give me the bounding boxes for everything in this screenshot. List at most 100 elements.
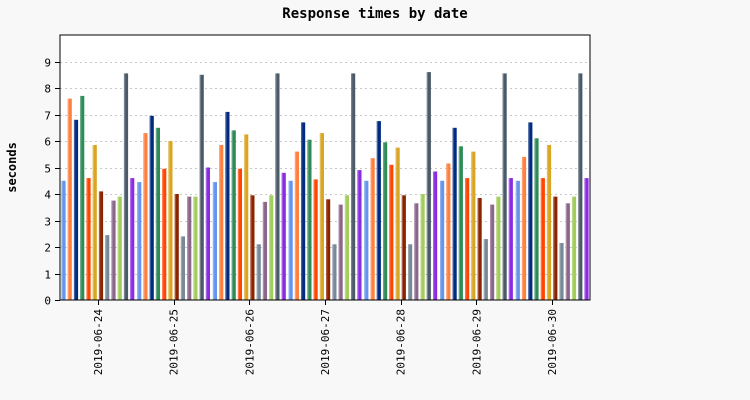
bar-highlight	[508, 178, 510, 300]
grid-lines	[60, 62, 590, 275]
bar-highlight	[212, 182, 215, 300]
bar-highlight	[225, 111, 227, 301]
bar-highlight	[92, 145, 94, 300]
bar	[534, 138, 539, 300]
bar-highlight	[458, 146, 460, 300]
bar	[80, 95, 85, 301]
bar-highlight	[408, 244, 410, 300]
y-tick-label: 9	[44, 57, 51, 70]
bar-highlight	[137, 182, 139, 300]
bar-highlight	[187, 196, 189, 300]
bar	[332, 244, 337, 300]
bar-highlight	[370, 158, 372, 300]
bar	[180, 236, 185, 300]
bar	[565, 203, 570, 300]
bar	[420, 194, 425, 300]
bar-highlight	[80, 95, 82, 301]
bar	[137, 182, 142, 300]
bar	[414, 203, 419, 300]
chart-title: Response times by date	[282, 6, 468, 22]
bar-highlight	[496, 196, 498, 300]
bar-highlight	[180, 236, 183, 300]
bar-highlight	[571, 196, 574, 300]
bar-highlight	[401, 195, 403, 300]
bar-highlight	[123, 73, 126, 301]
y-tick-label: 4	[44, 189, 51, 202]
bar-highlight	[193, 196, 195, 300]
bar-highlight	[61, 180, 63, 301]
x-tick-label: 2019-06-25	[168, 309, 181, 375]
bar	[143, 133, 148, 300]
bar	[559, 243, 564, 300]
bar-highlight	[162, 168, 164, 300]
bar-highlight	[546, 145, 549, 300]
bar	[123, 73, 129, 301]
bar	[383, 142, 388, 300]
bar-highlight	[86, 178, 88, 300]
bar	[376, 121, 381, 300]
bar	[521, 156, 527, 300]
bar	[364, 180, 369, 301]
bar	[338, 204, 343, 300]
bar-highlight	[67, 98, 69, 300]
bar-highlight	[275, 73, 277, 301]
bar	[288, 180, 293, 301]
bar-highlight	[414, 203, 416, 300]
bar-highlight	[73, 119, 76, 300]
bar	[344, 195, 349, 300]
bar	[546, 145, 552, 300]
bar	[294, 151, 299, 300]
bar-highlight	[111, 200, 113, 300]
bar	[187, 196, 192, 300]
bar	[237, 168, 242, 300]
bar-highlight	[351, 73, 353, 301]
y-tick-label: 3	[44, 216, 51, 229]
bar	[540, 178, 545, 300]
bar	[105, 235, 110, 300]
bar	[502, 73, 507, 301]
bar	[61, 180, 66, 301]
bar	[395, 147, 400, 300]
bar	[584, 178, 589, 300]
bar	[313, 179, 318, 300]
bar-highlight	[452, 127, 454, 301]
bar	[477, 198, 482, 300]
x-tick-label: 2019-06-30	[546, 309, 559, 375]
bar	[465, 178, 470, 300]
bar-highlight	[528, 122, 530, 301]
bar-highlight	[326, 199, 328, 300]
bar	[440, 180, 445, 301]
bar-highlight	[446, 163, 448, 300]
bar	[553, 196, 558, 300]
bar	[351, 73, 356, 301]
bar-highlight	[426, 72, 428, 300]
bar-highlight	[256, 244, 258, 300]
bar	[269, 195, 274, 300]
bar-highlight	[338, 204, 340, 300]
x-tick-label: 2019-06-28	[395, 309, 408, 375]
bar	[301, 122, 306, 301]
bar-highlight	[515, 180, 517, 301]
y-tick-label: 8	[44, 83, 51, 96]
bar-highlight	[389, 164, 391, 300]
bar-highlight	[553, 196, 555, 300]
bar-highlight	[534, 138, 536, 300]
y-tick-label: 1	[44, 269, 51, 282]
bar	[528, 122, 533, 301]
bar-highlight	[269, 195, 271, 300]
bar	[426, 72, 431, 300]
bar	[256, 244, 261, 300]
bar-highlight	[288, 180, 290, 301]
bar	[67, 98, 72, 300]
bar-highlight	[262, 201, 265, 300]
bar-highlight	[521, 156, 524, 300]
plot-area	[60, 35, 590, 300]
bar	[199, 74, 204, 301]
bar	[174, 194, 179, 300]
bar	[508, 178, 513, 300]
bar-highlight	[465, 178, 467, 300]
bar	[446, 163, 451, 300]
bar	[98, 191, 104, 300]
bar	[212, 182, 217, 300]
bar	[578, 73, 583, 301]
